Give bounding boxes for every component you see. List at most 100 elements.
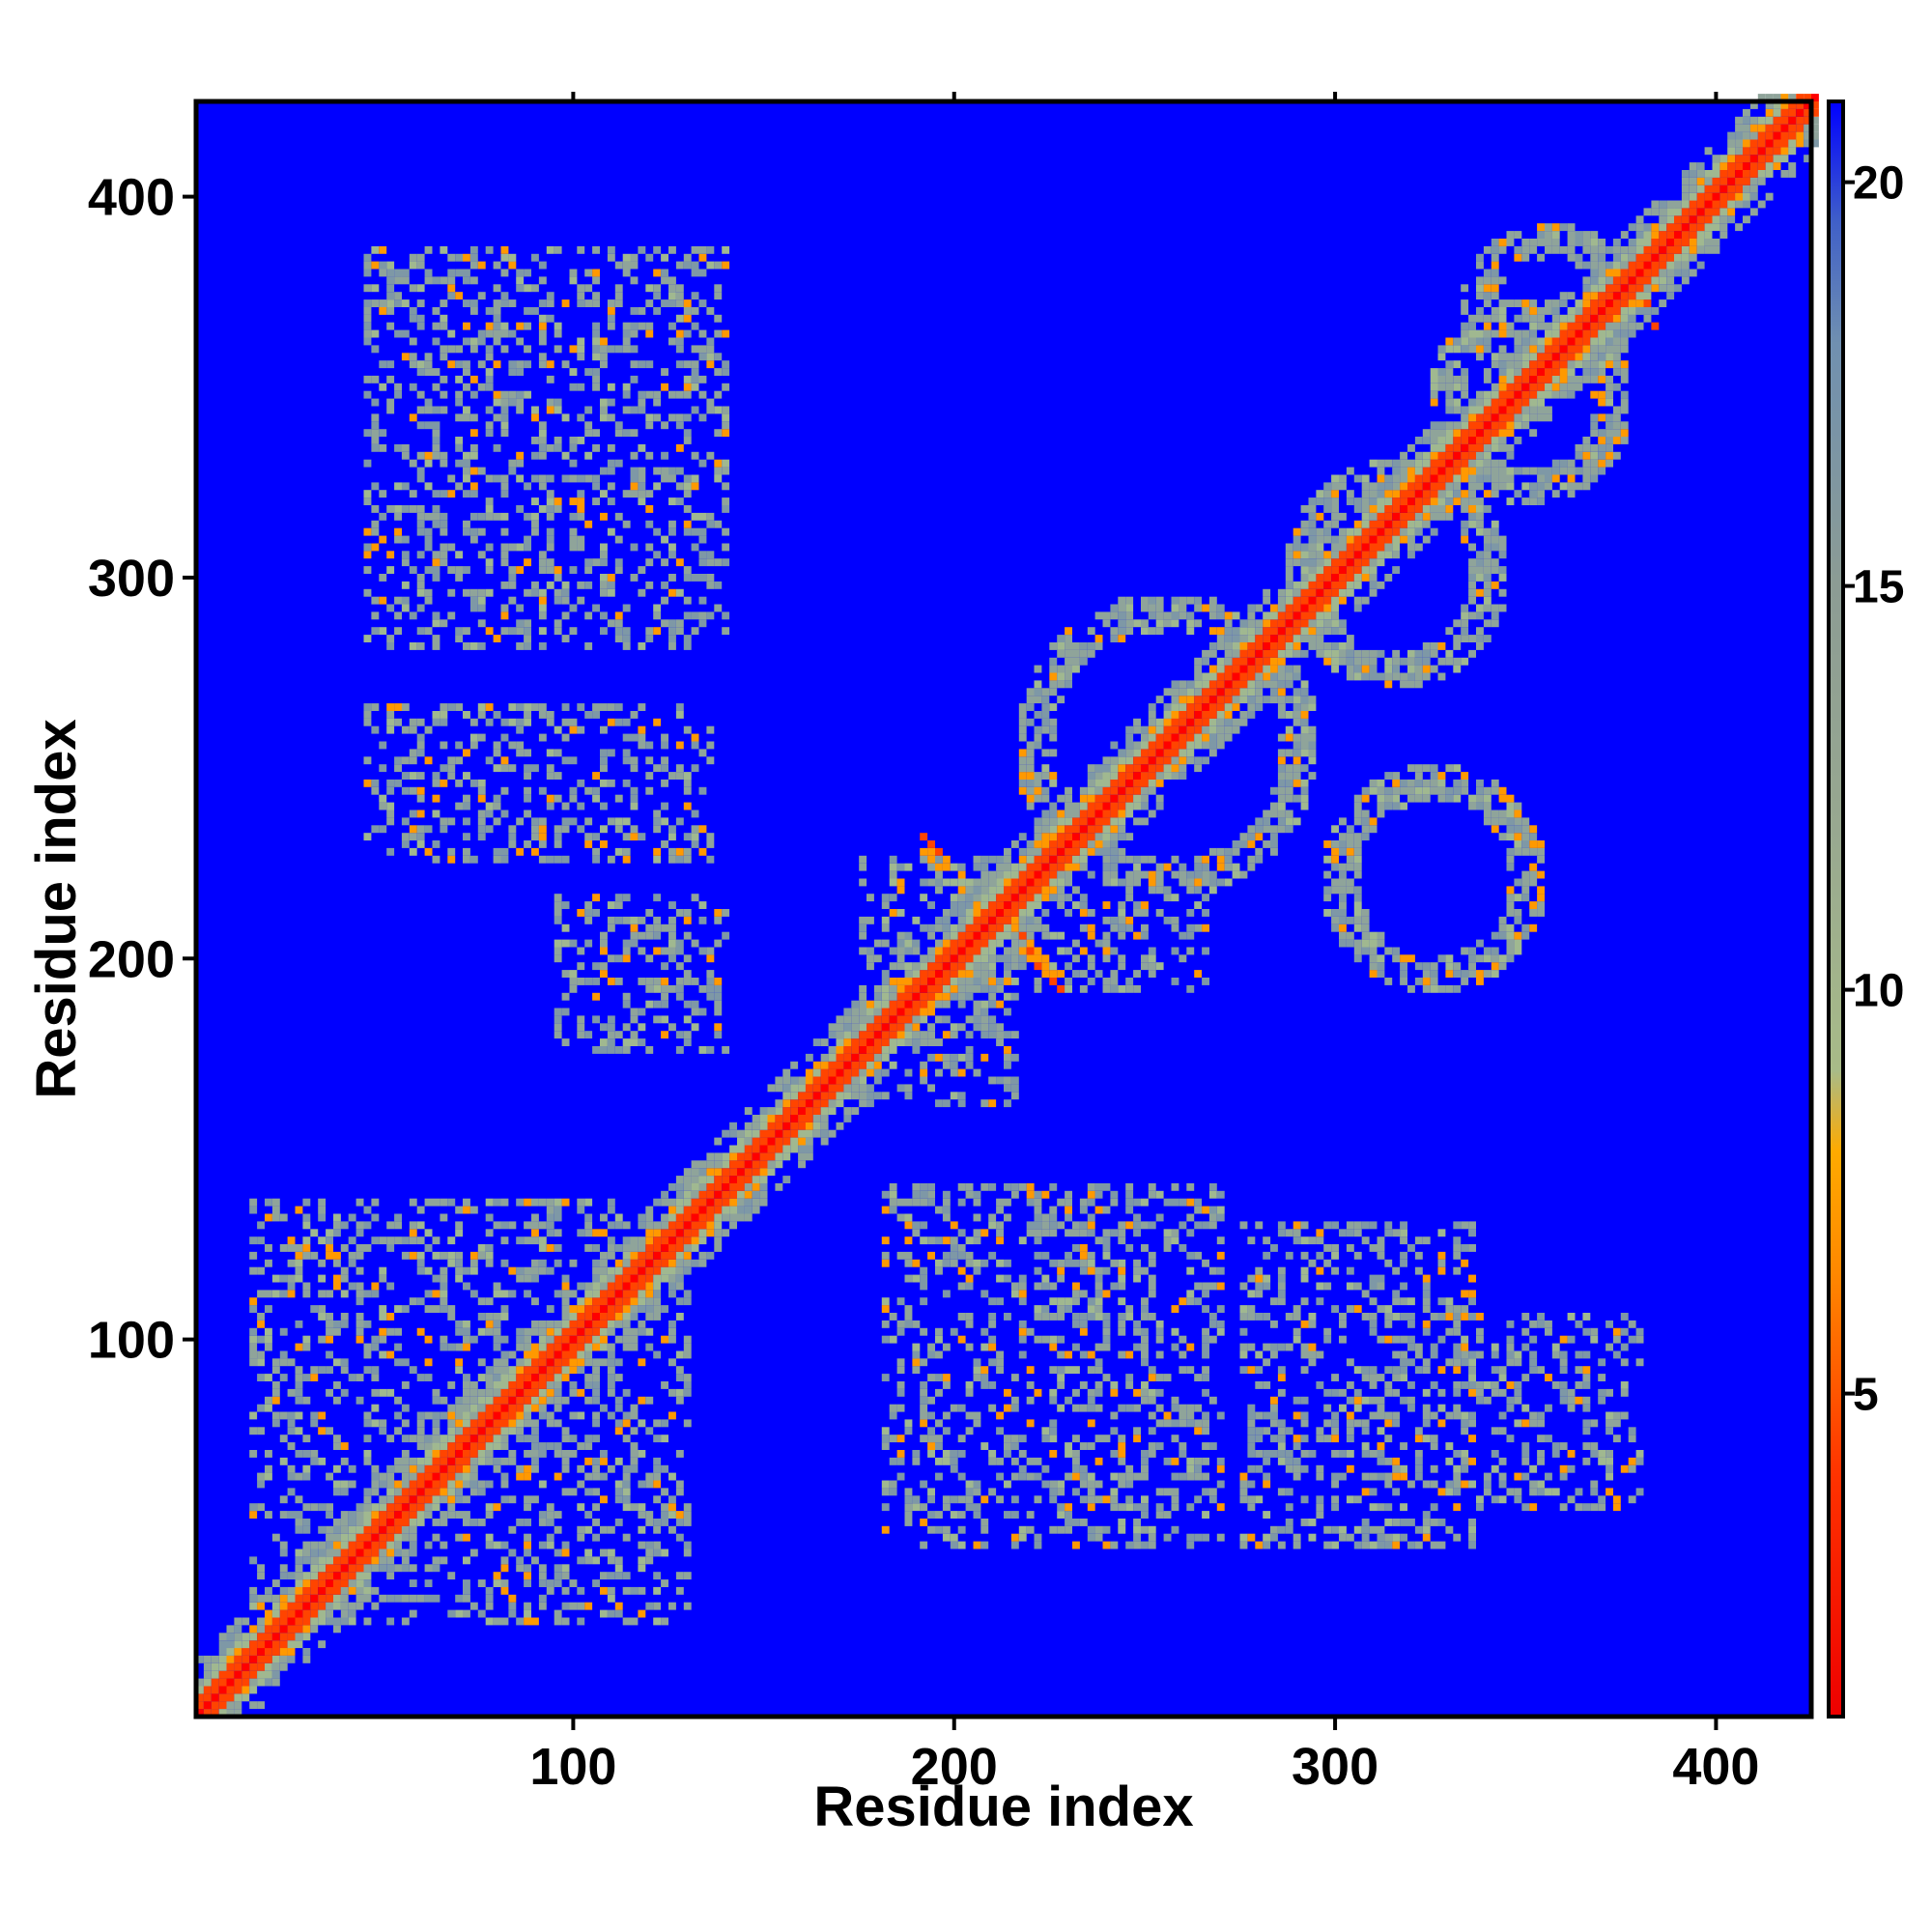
heatmap-cell — [706, 345, 715, 354]
heatmap-cell — [1072, 1229, 1080, 1237]
heatmap-cell — [524, 1450, 531, 1458]
heatmap-cell — [881, 1503, 890, 1512]
heatmap-cell — [691, 574, 699, 582]
heatmap-cell — [524, 1411, 531, 1420]
heatmap-cell — [859, 1099, 867, 1108]
heatmap-cell — [653, 817, 662, 826]
heatmap-cell — [516, 269, 525, 277]
heatmap-cell — [935, 878, 943, 887]
heatmap-cell — [1155, 696, 1164, 704]
heatmap-cell — [493, 314, 501, 323]
heatmap-cell — [592, 1244, 600, 1252]
heatmap-cell — [622, 1435, 631, 1443]
heatmap-cell — [683, 916, 692, 924]
heatmap-cell — [371, 505, 380, 513]
heatmap-cell — [1065, 810, 1072, 818]
heatmap-cell — [828, 1031, 837, 1039]
heatmap-cell — [318, 1290, 327, 1298]
heatmap-cell — [1110, 764, 1119, 773]
heatmap-cell — [302, 1396, 311, 1405]
heatmap-cell — [1148, 1427, 1156, 1435]
heatmap-cell — [363, 497, 372, 505]
heatmap-cell — [661, 1503, 668, 1512]
heatmap-cell — [287, 1586, 296, 1595]
heatmap-cell — [416, 1259, 425, 1267]
heatmap-cell — [538, 596, 547, 605]
heatmap-cell — [1087, 1313, 1095, 1321]
heatmap-cell — [440, 1457, 448, 1465]
heatmap-cell — [409, 1579, 417, 1587]
heatmap-cell — [394, 627, 402, 636]
heatmap-cell — [463, 1519, 470, 1526]
heatmap-cell — [302, 1609, 311, 1618]
heatmap-cell — [371, 779, 380, 787]
heatmap-cell — [722, 459, 730, 468]
heatmap-cell — [1034, 1221, 1042, 1230]
heatmap-cell — [371, 725, 380, 734]
heatmap-cell — [935, 847, 943, 856]
heatmap-cell — [927, 840, 935, 848]
heatmap-cell — [463, 269, 470, 277]
heatmap-cell — [500, 810, 509, 818]
heatmap-cell — [942, 939, 951, 948]
heatmap-cell — [996, 863, 1004, 871]
heatmap-cell — [691, 482, 699, 491]
heatmap-cell — [394, 299, 402, 307]
heatmap-cell — [524, 1617, 531, 1626]
heatmap-cell — [477, 383, 486, 391]
heatmap-cell — [531, 1221, 539, 1230]
heatmap-cell — [1041, 1221, 1050, 1230]
heatmap-cell — [584, 429, 593, 438]
heatmap-cell — [561, 1396, 570, 1405]
heatmap-cell — [271, 1396, 280, 1405]
heatmap-cell — [638, 1564, 646, 1573]
heatmap-cell — [363, 1221, 372, 1230]
heatmap-cell — [889, 1038, 897, 1046]
heatmap-cell — [607, 1221, 615, 1230]
heatmap-cell — [1034, 1190, 1042, 1199]
heatmap-cell — [691, 543, 699, 552]
heatmap-cell — [463, 253, 470, 262]
heatmap-cell — [873, 1068, 882, 1077]
heatmap-cell — [622, 1586, 631, 1595]
heatmap-cell — [455, 1533, 464, 1542]
heatmap-cell — [805, 1084, 813, 1093]
heatmap-cell — [249, 1640, 258, 1649]
heatmap-cell — [401, 551, 410, 559]
heatmap-cell — [653, 1297, 662, 1306]
heatmap-cell — [1057, 1404, 1065, 1412]
heatmap-cell — [394, 512, 402, 521]
heatmap-cell — [500, 855, 509, 864]
heatmap-cell — [249, 1236, 258, 1245]
heatmap-cell — [333, 1525, 341, 1534]
heatmap-cell — [1094, 642, 1103, 650]
heatmap-cell — [287, 1633, 296, 1641]
heatmap-cell — [1171, 916, 1179, 924]
heatmap-cell — [668, 1221, 676, 1230]
heatmap-cell — [1110, 1411, 1119, 1420]
heatmap-cell — [326, 1335, 333, 1344]
heatmap-cell — [1163, 611, 1172, 620]
heatmap-cell — [1094, 794, 1103, 803]
heatmap-cell — [683, 1419, 692, 1428]
heatmap-cell — [782, 1076, 791, 1085]
heatmap-cell — [416, 390, 425, 399]
heatmap-cell — [1034, 1335, 1042, 1344]
heatmap-cell — [1049, 688, 1058, 696]
heatmap-cell — [424, 847, 433, 856]
heatmap-cell — [775, 1122, 783, 1130]
heatmap-cell — [409, 1488, 417, 1496]
heatmap-cell — [326, 1594, 333, 1603]
heatmap-cell — [386, 1488, 395, 1496]
heatmap-cell — [896, 1251, 905, 1260]
heatmap-cell — [889, 1031, 897, 1039]
heatmap-cell — [889, 1404, 897, 1412]
heatmap-cell — [668, 245, 676, 254]
heatmap-cell — [1125, 1381, 1134, 1389]
heatmap-cell — [463, 1533, 470, 1542]
heatmap-cell — [614, 1457, 623, 1465]
heatmap-cell — [920, 1327, 928, 1336]
heatmap-cell — [326, 1541, 333, 1549]
heatmap-cell — [759, 1160, 768, 1169]
heatmap-cell — [485, 1198, 494, 1207]
